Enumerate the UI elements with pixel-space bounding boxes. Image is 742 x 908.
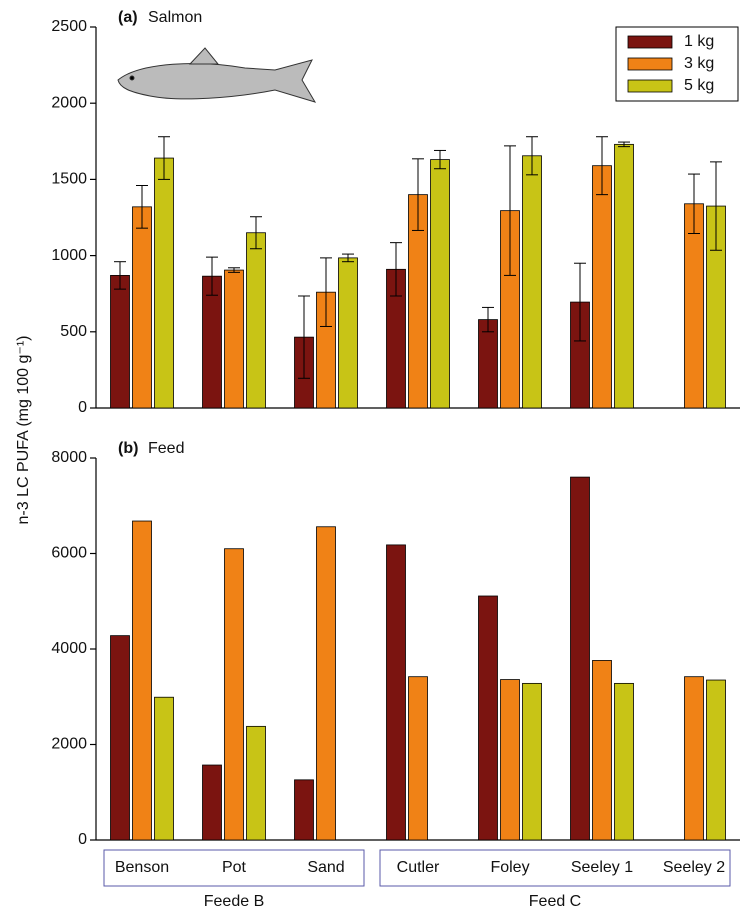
bar	[317, 527, 336, 840]
bar	[225, 549, 244, 840]
legend-label: 3 kg	[684, 55, 714, 72]
y-tick-label: 1500	[51, 171, 87, 188]
y-tick-label: 4000	[51, 640, 87, 657]
panel-label: (b)	[118, 440, 138, 457]
y-tick-label: 1000	[51, 247, 87, 264]
bar	[707, 680, 726, 840]
y-tick-label: 8000	[51, 449, 87, 466]
bar	[685, 677, 704, 840]
bar	[203, 276, 222, 408]
legend-label: 1 kg	[684, 33, 714, 50]
bar	[111, 275, 130, 408]
bar	[339, 258, 358, 408]
y-tick-label: 0	[78, 399, 87, 416]
legend-swatch	[628, 36, 672, 48]
bar	[247, 726, 266, 840]
group-label: Feed C	[529, 893, 581, 908]
panel-label: (a)	[118, 9, 138, 26]
bar	[387, 545, 406, 840]
x-tick-label: Foley	[490, 859, 529, 876]
legend-swatch	[628, 58, 672, 70]
bar	[479, 596, 498, 840]
bar	[615, 144, 634, 408]
bar	[409, 677, 428, 840]
y-axis-label: n-3 LC PUFA (mg 100 g⁻¹)	[15, 336, 32, 525]
bar	[431, 160, 450, 408]
bar	[501, 680, 520, 840]
y-tick-label: 500	[60, 323, 87, 340]
bar	[523, 156, 542, 408]
x-tick-label: Seeley 1	[571, 859, 633, 876]
bar	[479, 320, 498, 408]
group-label: Feede B	[204, 893, 264, 908]
bar	[203, 765, 222, 840]
x-tick-label: Cutler	[397, 859, 440, 876]
x-tick-label: Benson	[115, 859, 169, 876]
bar	[111, 636, 130, 840]
bar	[685, 204, 704, 408]
bar	[593, 660, 612, 840]
bar	[133, 207, 152, 408]
bar	[615, 683, 634, 840]
bar	[247, 233, 266, 408]
legend-label: 5 kg	[684, 77, 714, 94]
chart: n-3 LC PUFA (mg 100 g⁻¹) 0 500 1000 1500 200…	[0, 0, 742, 908]
bar	[225, 270, 244, 408]
panel-title: Salmon	[148, 9, 202, 26]
bar	[295, 780, 314, 840]
bar	[133, 521, 152, 840]
panel-title: Feed	[148, 440, 184, 457]
y-tick-label: 2000	[51, 736, 87, 753]
fish-illustration	[118, 48, 315, 102]
x-tick-label: Sand	[307, 859, 344, 876]
bar	[593, 166, 612, 408]
y-tick-label: 6000	[51, 545, 87, 562]
bar	[571, 477, 590, 840]
bar	[155, 697, 174, 840]
x-tick-label: Seeley 2	[663, 859, 725, 876]
x-tick-label: Pot	[222, 859, 247, 876]
y-tick-label: 2500	[51, 18, 87, 35]
y-tick-label: 0	[78, 831, 87, 848]
y-tick-label: 2000	[51, 94, 87, 111]
bar	[155, 158, 174, 408]
legend-swatch	[628, 80, 672, 92]
bar	[523, 683, 542, 840]
